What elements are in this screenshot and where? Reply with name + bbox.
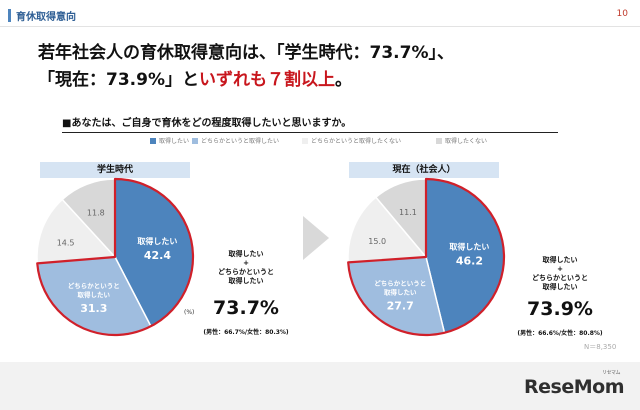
pie-title-student: 学生時代 [40,162,190,178]
pie-slice-3 [36,198,117,265]
legend-swatch [192,137,198,144]
legend-item-not-want: 取得したくない [436,136,487,145]
chart-legend: 取得したい どちらかというと取得したい どちらかというと取得したくない 取得した… [150,136,550,148]
slice-value-label: 46.2 [456,254,483,267]
slide-header: 育休取得意向 10 [0,0,640,30]
summary-total-student: 73.7% [213,297,279,319]
summary-label-current: 取得したい + どちらかというと 取得したい [510,256,610,292]
legend-label: どちらかというと取得したい [201,138,280,145]
headline-emphasis: いずれも７割以上 [198,70,335,90]
logo-ruby: リセマム [601,370,621,376]
page-number: 10 [616,9,628,19]
header-accent-bar [8,9,11,22]
slice-label: どちらかというと [374,278,426,287]
summary-label-student: 取得したい + どちらかというと 取得したい [196,250,296,286]
headline-line-2-suffix: 。 [334,70,352,90]
legend-label: どちらかというと取得したくない [311,138,402,145]
arrow-icon [303,216,329,260]
resemom-logo: リセマム ReseMom [524,370,624,398]
slice-label: 取得したい [449,241,489,251]
slice-value-label: 15.0 [368,237,386,246]
headline: 若年社会人の育休取得意向は、「学生時代：73.7%」、 「現在：73.9%」とい… [38,40,454,94]
headline-line-1: 若年社会人の育休取得意向は、「学生時代：73.7%」、 [38,43,454,63]
summary-line: + [243,259,249,267]
slice-value-label: 14.5 [57,239,75,248]
sample-size: N＝8,350 [584,343,617,351]
legend-swatch [302,137,308,144]
summary-line: どちらかというと [532,274,588,282]
legend-item-somewhat-not-want: どちらかというと取得したくない [302,136,401,145]
legend-item-somewhat-want: どちらかというと取得したい [192,136,279,145]
highlight-outline [36,177,195,337]
gender-breakdown-student: (男性：66.7%/女性：80.3%) [203,329,289,336]
summary-line: 取得したい [542,256,578,264]
survey-question: ■あなたは、ご自身で育休をどの程度取得したいと思いますか。 [62,114,558,133]
legend-label: 取得したくない [445,138,488,145]
slice-value-label: 42.4 [144,249,171,262]
headline-line-2-prefix: 「現在：73.9%」と [38,70,199,90]
slice-label: 取得したい [78,290,111,299]
summary-line: + [557,265,563,273]
highlight-outline [347,177,506,337]
summary-line: どちらかというと [218,268,274,276]
pie-title-current: 現在（社会人） [349,162,499,178]
slice-value-label: 11.8 [87,209,105,218]
header-divider [0,26,640,27]
summary-total-current: 73.9% [527,298,593,320]
legend-swatch [150,137,156,144]
slice-value-label: 11.1 [399,208,417,217]
headline-line-2: 「現在：73.9%」といずれも７割以上。 [38,67,454,94]
slice-label: どちらかというと [68,281,120,290]
slice-value-label: 27.7 [387,299,414,312]
summary-line: 取得したい [228,250,264,258]
legend-item-want: 取得したい [150,136,189,145]
slice-label: 取得したい [384,287,417,296]
footer-bar: リセマム ReseMom [0,362,640,410]
unit-label: (%) [184,309,195,316]
summary-line: 取得したい [542,283,578,291]
pie-slice-3 [347,196,428,264]
section-title: 育休取得意向 [16,12,76,23]
summary-line: 取得したい [228,277,264,285]
gender-breakdown-current: (男性：66.6%/女性：80.8%) [517,330,603,337]
slice-label: 取得したい [137,236,177,246]
logo-text: ReseMom [524,376,624,398]
legend-label: 取得したい [159,138,190,145]
slice-value-label: 31.3 [80,302,107,315]
legend-swatch [436,137,442,144]
